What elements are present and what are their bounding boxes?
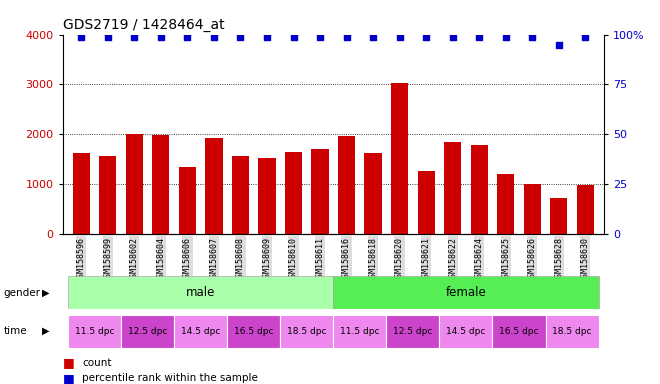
Bar bbox=[440, 315, 492, 348]
Point bbox=[554, 41, 564, 48]
Text: ▶: ▶ bbox=[42, 288, 49, 298]
Text: percentile rank within the sample: percentile rank within the sample bbox=[82, 373, 258, 383]
Bar bbox=[258, 158, 276, 234]
Point bbox=[182, 33, 193, 40]
Bar bbox=[497, 174, 514, 234]
Bar bbox=[125, 134, 143, 234]
Point bbox=[129, 33, 140, 40]
Text: time: time bbox=[3, 326, 27, 336]
Point bbox=[76, 33, 86, 40]
Text: ■: ■ bbox=[63, 356, 75, 369]
Text: GDS2719 / 1428464_at: GDS2719 / 1428464_at bbox=[63, 18, 224, 32]
Point bbox=[368, 33, 378, 40]
Bar bbox=[391, 83, 409, 234]
Point bbox=[500, 33, 511, 40]
Point bbox=[288, 33, 299, 40]
Point bbox=[421, 33, 432, 40]
Bar bbox=[418, 171, 435, 234]
Bar bbox=[285, 152, 302, 234]
Text: 18.5 dpc: 18.5 dpc bbox=[552, 327, 592, 336]
Point bbox=[474, 33, 484, 40]
Bar bbox=[333, 315, 386, 348]
Text: 14.5 dpc: 14.5 dpc bbox=[181, 327, 220, 336]
Bar bbox=[471, 145, 488, 234]
Point bbox=[394, 33, 405, 40]
Bar bbox=[444, 142, 461, 234]
Bar bbox=[179, 167, 196, 234]
Text: ■: ■ bbox=[63, 372, 75, 384]
Bar bbox=[205, 138, 222, 234]
Point bbox=[102, 33, 113, 40]
Point bbox=[156, 33, 166, 40]
Bar bbox=[227, 315, 280, 348]
Point bbox=[341, 33, 352, 40]
Text: 11.5 dpc: 11.5 dpc bbox=[75, 327, 114, 336]
Text: ▶: ▶ bbox=[42, 326, 49, 336]
Point bbox=[580, 33, 591, 40]
Bar bbox=[232, 156, 249, 234]
Bar bbox=[492, 315, 546, 348]
Bar bbox=[68, 276, 333, 309]
Point bbox=[447, 33, 458, 40]
Text: 16.5 dpc: 16.5 dpc bbox=[499, 327, 539, 336]
Text: 12.5 dpc: 12.5 dpc bbox=[128, 327, 167, 336]
Text: male: male bbox=[186, 286, 215, 299]
Bar bbox=[338, 136, 355, 234]
Text: 16.5 dpc: 16.5 dpc bbox=[234, 327, 273, 336]
Bar bbox=[364, 153, 381, 234]
Bar bbox=[152, 136, 170, 234]
Bar bbox=[121, 315, 174, 348]
Bar bbox=[523, 184, 541, 234]
Bar bbox=[174, 315, 227, 348]
Text: gender: gender bbox=[3, 288, 40, 298]
Text: 11.5 dpc: 11.5 dpc bbox=[340, 327, 380, 336]
Bar bbox=[546, 315, 599, 348]
Text: female: female bbox=[446, 286, 486, 299]
Bar bbox=[68, 315, 121, 348]
Bar bbox=[577, 185, 594, 234]
Bar bbox=[73, 153, 90, 234]
Point bbox=[315, 33, 325, 40]
Bar bbox=[550, 198, 568, 234]
Point bbox=[235, 33, 246, 40]
Bar bbox=[280, 315, 333, 348]
Bar bbox=[386, 315, 440, 348]
Point bbox=[262, 33, 273, 40]
Bar bbox=[333, 276, 599, 309]
Text: 18.5 dpc: 18.5 dpc bbox=[287, 327, 327, 336]
Bar bbox=[99, 156, 116, 234]
Text: count: count bbox=[82, 358, 112, 368]
Point bbox=[209, 33, 219, 40]
Bar bbox=[312, 149, 329, 234]
Text: 12.5 dpc: 12.5 dpc bbox=[393, 327, 432, 336]
Text: 14.5 dpc: 14.5 dpc bbox=[446, 327, 486, 336]
Point bbox=[527, 33, 537, 40]
